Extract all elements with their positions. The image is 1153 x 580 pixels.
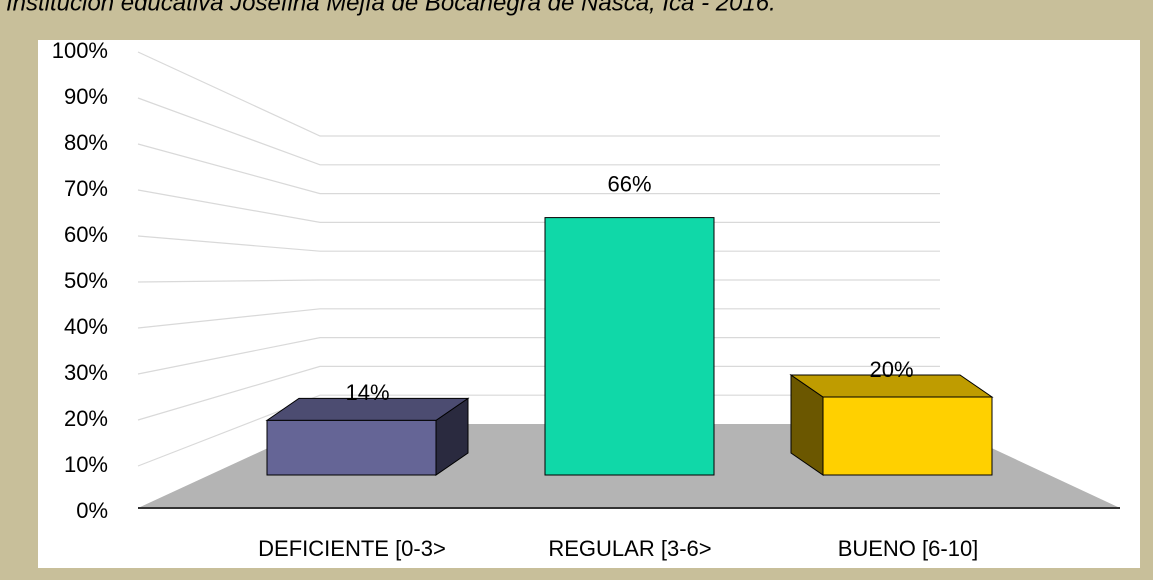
grid-line: [137, 365, 940, 421]
chart-title: Institución educativa Josefina Mejía de …: [6, 0, 776, 16]
y-tick-label: 10%: [64, 452, 108, 477]
y-tick-label: 70%: [64, 176, 108, 201]
value-label: 20%: [869, 357, 913, 382]
y-tick-label: 30%: [64, 360, 108, 385]
y-tick-label: 80%: [64, 130, 108, 155]
bar: [266, 419, 437, 476]
grid-line: [137, 97, 940, 166]
bar: [822, 396, 993, 476]
grid-line: [137, 189, 940, 223]
x-tick-label: REGULAR [3-6>: [548, 536, 711, 561]
value-label: 66%: [607, 171, 651, 196]
grid-line: [137, 394, 940, 467]
x-tick-label: DEFICIENTE [0-3>: [258, 536, 446, 561]
y-tick-label: 50%: [64, 268, 108, 293]
grid-line: [137, 143, 940, 195]
y-tick-label: 0%: [76, 498, 108, 523]
value-label: 14%: [345, 380, 389, 405]
x-tick-label: BUENO [6-10]: [838, 536, 979, 561]
y-tick-label: 60%: [64, 222, 108, 247]
y-tick-label: 20%: [64, 406, 108, 431]
y-tick-label: 90%: [64, 84, 108, 109]
grid-line: [137, 51, 940, 137]
grid-line: [137, 308, 940, 329]
grid-line: [137, 337, 940, 375]
grid-line: [137, 235, 940, 252]
y-tick-label: 100%: [52, 38, 108, 63]
grid-line: [137, 279, 940, 283]
y-tick-label: 40%: [64, 314, 108, 339]
bar: [544, 217, 715, 476]
